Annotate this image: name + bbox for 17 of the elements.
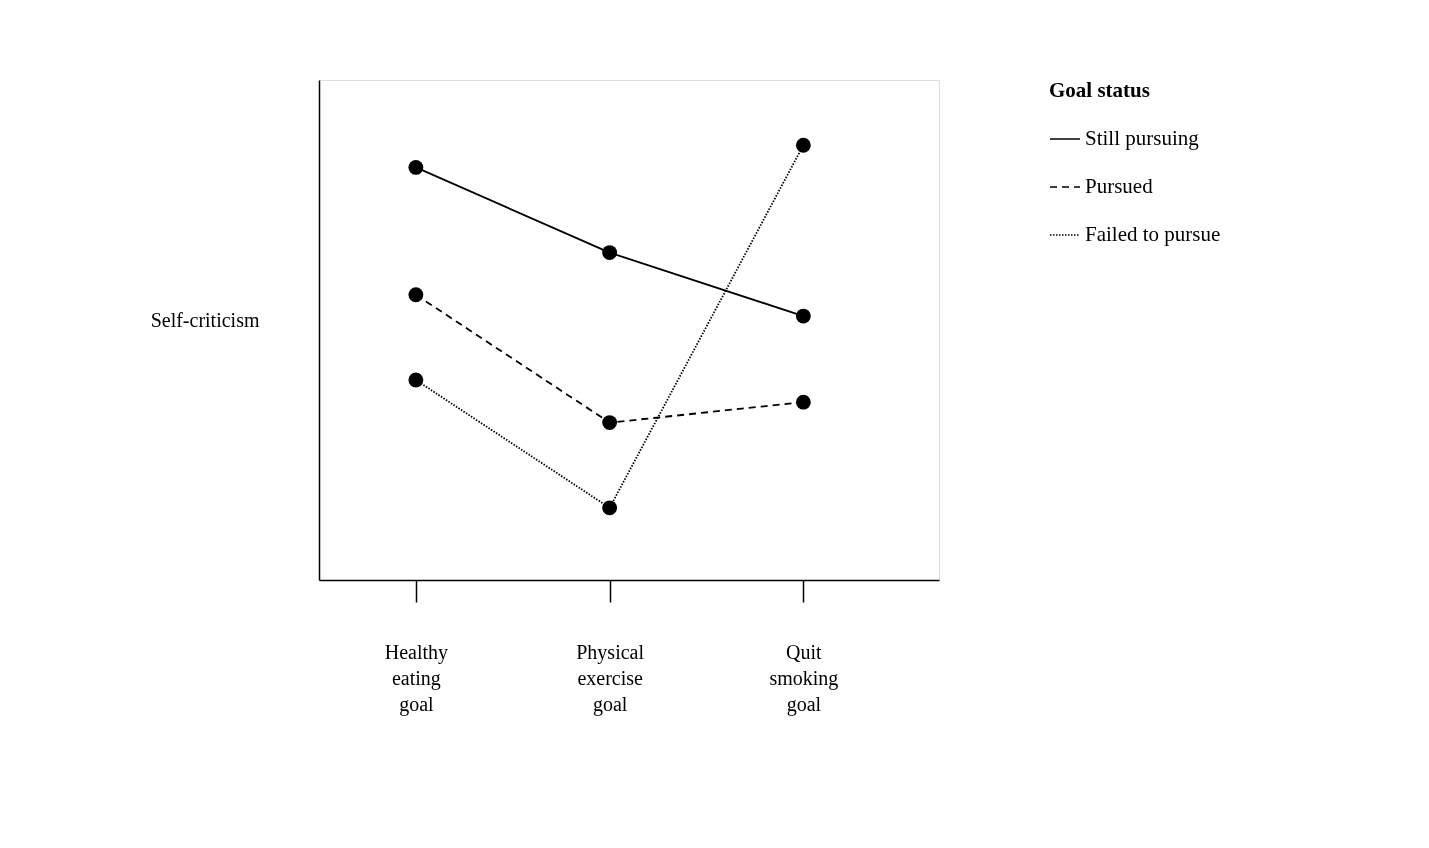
point	[602, 415, 618, 431]
y-axis-title: Self-criticism	[150, 308, 260, 331]
point	[408, 372, 424, 388]
legend-label: Still pursuing	[1085, 126, 1200, 150]
x-tick-label: Quit smoking goal	[769, 640, 839, 716]
x-tick-label: Physical exercise goal	[576, 640, 645, 716]
point	[795, 137, 811, 153]
legend-label: Failed to pursue	[1085, 222, 1221, 246]
point	[602, 500, 618, 516]
legend-label: Pursued	[1085, 174, 1154, 198]
point	[602, 245, 618, 261]
legend-title: Goal status	[1049, 78, 1150, 102]
x-tick-label: Healthy eating goal	[384, 640, 449, 716]
point	[408, 287, 424, 303]
point	[408, 159, 424, 175]
point	[795, 308, 811, 324]
point	[795, 394, 811, 410]
